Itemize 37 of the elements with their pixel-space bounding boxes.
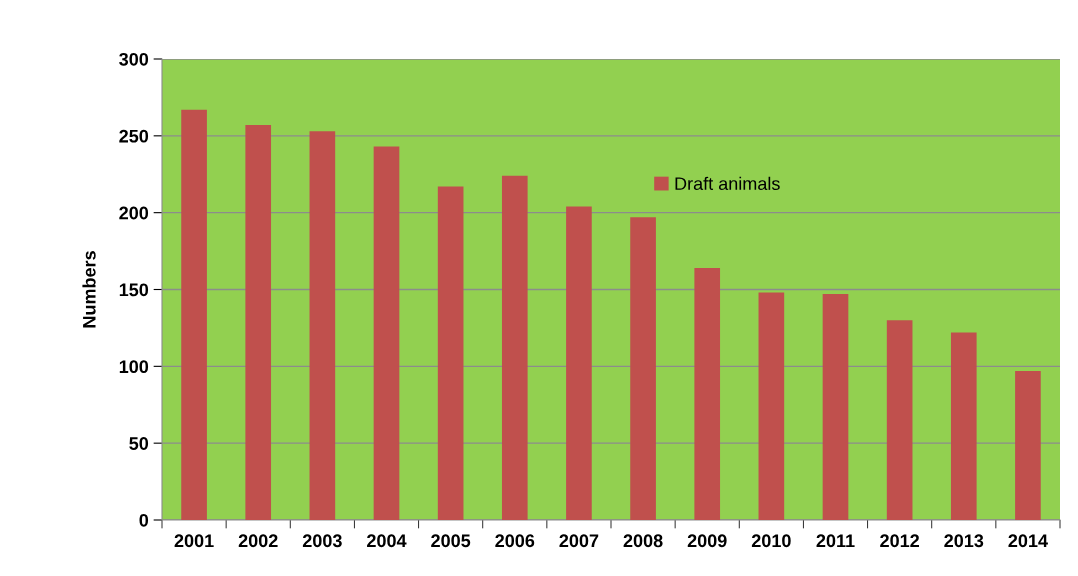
bar [886, 320, 913, 520]
x-tick-label: 2007 [559, 534, 599, 548]
bar [309, 131, 336, 520]
bar [245, 125, 272, 520]
x-tick-label: 2005 [431, 534, 471, 548]
y-tick-label: 100 [119, 360, 149, 374]
x-tick-label: 2014 [1008, 534, 1048, 548]
legend-label: Draft animals [675, 176, 780, 191]
y-axis-title: Numbers [82, 251, 96, 328]
bar [822, 294, 849, 520]
bar [566, 206, 592, 520]
x-tick-label: 2002 [238, 534, 278, 548]
bar [630, 217, 656, 520]
bar [758, 292, 785, 520]
x-tick-label: 2010 [751, 534, 791, 548]
x-tick-label: 2006 [495, 534, 535, 548]
y-tick-label: 200 [119, 206, 149, 220]
y-tick-label: 50 [129, 437, 149, 450]
bar [950, 332, 977, 520]
y-tick-label: 150 [119, 283, 149, 297]
bar [181, 109, 207, 520]
x-tick-label: 2011 [816, 534, 855, 548]
x-tick-label: 2003 [302, 534, 342, 548]
x-tick-label: 2012 [880, 534, 920, 548]
bar [694, 267, 721, 520]
y-tick-label: 250 [119, 129, 149, 143]
bar [501, 175, 528, 520]
y-tick-label: 300 [119, 52, 149, 66]
bar [1015, 370, 1041, 520]
x-tick-label: 2001 [174, 534, 214, 548]
x-tick-label: 2013 [944, 534, 984, 548]
x-tick-label: 2009 [687, 534, 727, 548]
x-tick-label: 2004 [367, 534, 407, 548]
bar [437, 186, 464, 520]
bar [373, 146, 400, 520]
x-tick-label: 2008 [623, 534, 663, 548]
y-tick-label: 0 [139, 513, 149, 527]
